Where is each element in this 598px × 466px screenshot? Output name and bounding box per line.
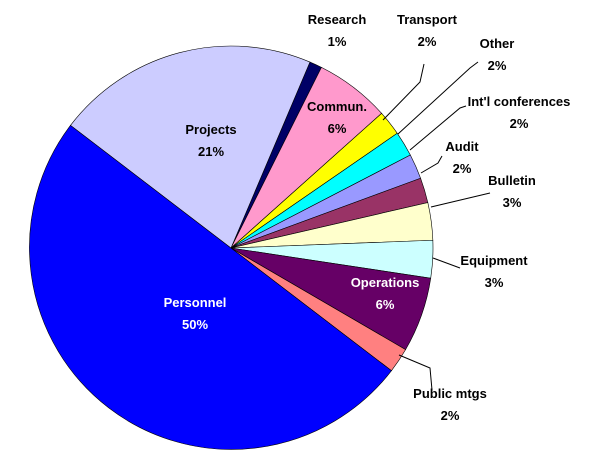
leader-line	[420, 155, 443, 174]
slice-label: Commun. 6%	[307, 99, 367, 136]
pie-slice-projects	[70, 45, 311, 249]
slice-label-name: Commun.	[307, 99, 367, 114]
pie-slices	[29, 45, 434, 450]
slice-label-name: Equipment	[460, 253, 528, 268]
slice-label-value: 3%	[503, 195, 522, 210]
slice-label: Research 1%	[308, 12, 367, 49]
slice-label-value: 21%	[198, 144, 224, 159]
slice-label-name: Operations	[351, 275, 420, 290]
slice-label-name: Transport	[397, 12, 458, 27]
slice-label: Audit 2%	[445, 139, 479, 176]
leader-line	[430, 192, 491, 208]
pie-slice-personnel	[29, 124, 392, 450]
slice-label-value: 2%	[453, 161, 472, 176]
slice-label-name: Int'l conferences	[468, 94, 571, 109]
slice-label: Int'l conferences 2%	[468, 94, 571, 131]
slice-label-value: 2%	[488, 58, 507, 73]
slice-label-name: Public mtgs	[413, 386, 487, 401]
slice-label: Operations 6%	[351, 275, 420, 312]
slice-label-value: 2%	[510, 116, 529, 131]
slice-label-value: 2%	[441, 408, 460, 423]
slice-label: Bulletin 3%	[488, 173, 536, 210]
slice-label-name: Other	[480, 36, 515, 51]
leader-line	[397, 61, 479, 135]
slice-label: Transport 2%	[397, 12, 458, 49]
slice-label-name: Audit	[445, 139, 479, 154]
slice-label: Projects 21%	[185, 122, 236, 159]
leader-line	[432, 257, 461, 269]
leader-line	[382, 63, 425, 121]
slice-label: Personnel 50%	[164, 295, 227, 332]
slice-label-value: 6%	[328, 121, 347, 136]
slice-label-value: 2%	[418, 34, 437, 49]
slice-label-name: Personnel	[164, 295, 227, 310]
slice-label: Other 2%	[480, 36, 515, 73]
slice-labels: Research 1%Commun. 6%Transport 2% Other 2%Int…	[164, 12, 571, 423]
slice-label-value: 6%	[376, 297, 395, 312]
slice-label: Equipment 3%	[460, 253, 528, 290]
leader-lines	[382, 61, 491, 391]
slice-label-name: Bulletin	[488, 173, 536, 188]
slice-label-name: Research	[308, 12, 367, 27]
slice-label-name: Projects	[185, 122, 236, 137]
slice-label-value: 1%	[328, 34, 347, 49]
slice-label: Public mtgs 2%	[413, 386, 487, 423]
slice-label-value: 50%	[182, 317, 208, 332]
leader-line	[398, 354, 433, 391]
leader-line	[409, 105, 467, 151]
slice-label-value: 3%	[485, 275, 504, 290]
